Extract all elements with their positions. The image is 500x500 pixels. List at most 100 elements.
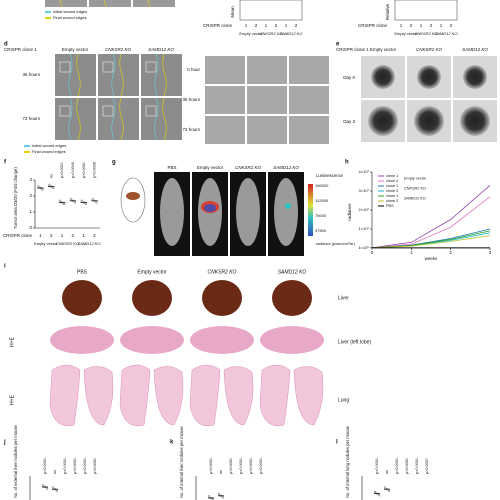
- dot: [209, 496, 213, 500]
- zoom-box: [102, 105, 114, 117]
- panel-letter: h: [345, 160, 349, 166]
- liver-photo: [202, 280, 242, 316]
- label: Day 0: [343, 75, 355, 80]
- label: Empty vector: [394, 31, 418, 36]
- label: SAMD12 KO: [273, 165, 299, 170]
- p-value: p<0.0001: [375, 458, 379, 474]
- dot: [387, 489, 391, 492]
- y-tick-label: 1: [29, 209, 32, 214]
- label: Liver: [338, 295, 349, 301]
- zoom-box: [59, 61, 71, 73]
- wound-image: [141, 54, 182, 96]
- wound-image: [133, 0, 175, 7]
- dot: [207, 495, 211, 498]
- label: 150000: [315, 183, 329, 188]
- label: PBS: [77, 269, 88, 275]
- label: Empty vector: [137, 269, 167, 275]
- panel-letter: i: [4, 264, 6, 270]
- y-tick-label: 0: [29, 225, 32, 230]
- panel-letter: e: [336, 42, 340, 48]
- label: 2: [50, 233, 53, 238]
- label: Final wound edges: [32, 149, 66, 154]
- y-tick-label: 2: [29, 193, 32, 198]
- label: 1: [400, 23, 403, 28]
- label: 1: [61, 233, 64, 238]
- mouse-body: [160, 178, 184, 246]
- liver-section: [190, 326, 254, 354]
- label: SAMD12 KO: [148, 47, 174, 52]
- y-tick-label: 4×10⁷: [359, 169, 370, 174]
- liver-photo: [132, 280, 172, 316]
- label: radiance (p/sec/cm²/sr): [316, 242, 356, 246]
- zoom-image: [289, 116, 329, 144]
- wound-image: [55, 98, 96, 140]
- label: CNKSR2 KO: [56, 241, 79, 246]
- zoom-image: [289, 56, 329, 84]
- y-tick-label: 2×10⁷: [359, 207, 370, 212]
- label: 2: [93, 233, 96, 238]
- dot: [62, 202, 66, 206]
- chart-frame: [239, 0, 303, 21]
- dot: [375, 492, 379, 495]
- x-tick-label: 0: [371, 250, 374, 255]
- wound-image: [89, 0, 131, 7]
- label: 2: [295, 23, 298, 28]
- panel-letter: l: [336, 440, 338, 446]
- dot: [91, 198, 94, 201]
- y-tick-label: 1×10⁵: [358, 245, 369, 250]
- dot: [50, 185, 53, 188]
- wound-image: [45, 0, 87, 7]
- y-tick-label: 3×10⁷: [359, 188, 370, 193]
- dot: [55, 489, 59, 492]
- dot: [60, 201, 64, 204]
- p-value: p<0.0001: [249, 458, 253, 474]
- p-value: p<0.0001: [93, 458, 97, 474]
- label: 1: [285, 23, 288, 28]
- lung-section: [259, 364, 324, 427]
- zoom-box: [102, 61, 114, 73]
- wound-image: [98, 98, 139, 140]
- label: CRISPR clone 1: [4, 47, 37, 52]
- label: 2: [430, 23, 433, 28]
- label: Empty vector: [197, 165, 224, 170]
- y-tick-label: 3: [29, 177, 32, 182]
- wound-edge: [76, 97, 81, 141]
- label: 112500: [315, 198, 329, 203]
- p-value: p<0.0001: [259, 458, 263, 474]
- label: No. of external liver nodules per mouse: [13, 424, 18, 498]
- chart-frame: [394, 0, 458, 21]
- label: 0 hour: [187, 67, 200, 72]
- label: No. of internal liver nodules per mouse: [179, 426, 184, 498]
- p-value: p<0.0001: [82, 162, 86, 178]
- wound-edge: [119, 53, 124, 97]
- label: Tumor area D3/D0 (Fold change): [13, 167, 18, 229]
- p-value: ns: [53, 470, 57, 474]
- wound-edge: [59, 0, 63, 8]
- label: SAMD12 KO: [462, 47, 488, 52]
- p-value: p<0.0001: [209, 458, 213, 474]
- wound-edge: [119, 97, 124, 141]
- label: No. of internal lung nodules per mouse: [345, 425, 350, 498]
- zoom-image: [247, 56, 287, 84]
- label: 1: [440, 23, 443, 28]
- wound-edge: [147, 0, 151, 8]
- legend-label: clone 1: [386, 194, 398, 198]
- dot: [48, 183, 51, 186]
- label: CNKSR2 KO: [105, 47, 132, 52]
- wound-edge: [103, 0, 107, 8]
- label: Relative: [385, 3, 390, 20]
- label: 75000: [315, 213, 327, 218]
- dot: [377, 494, 381, 497]
- legend-label: PBS: [386, 204, 394, 208]
- p-value: p<0.0001: [405, 458, 409, 474]
- dot: [373, 490, 377, 494]
- p-value: p<0.0001: [229, 458, 233, 474]
- p-value: p=0.0007: [425, 458, 429, 474]
- dot: [219, 494, 223, 497]
- dot: [95, 201, 98, 204]
- wound-edge: [162, 97, 167, 141]
- panel-letter: g: [112, 160, 116, 166]
- zoom-image: [289, 86, 329, 114]
- label: 1: [265, 23, 268, 28]
